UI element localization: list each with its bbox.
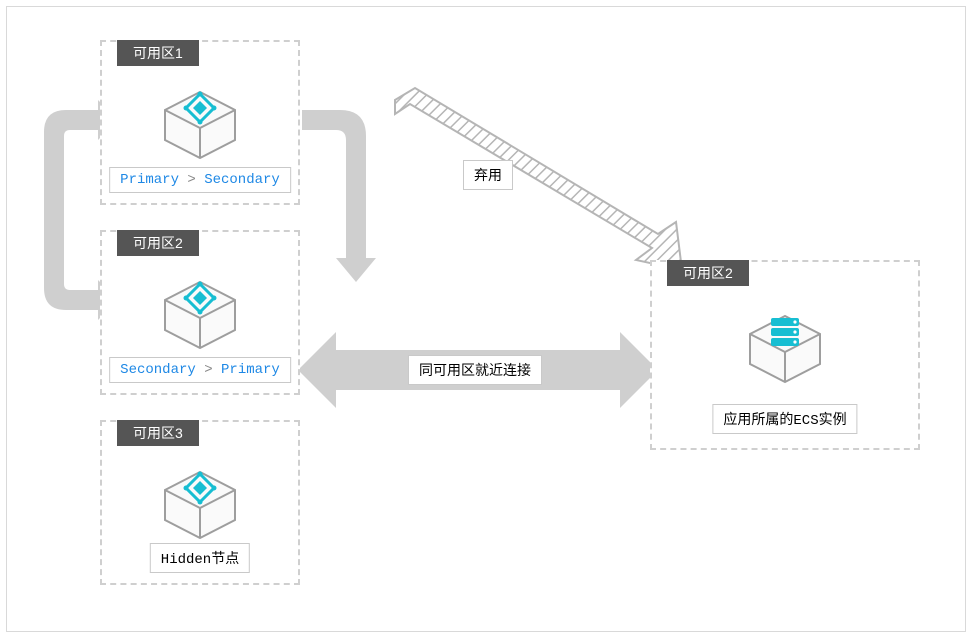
zone-right-caption-text: 应用所属的ECS实例 [723,413,846,429]
zone-2-node-icon [145,270,255,350]
zone-3-caption-text: Hidden节点 [161,552,239,568]
zone-right-caption: 应用所属的ECS实例 [712,404,857,434]
server-icon [771,318,799,346]
zone-1: 可用区1 Primary > Secondary [100,40,300,205]
zone-1-caption-b: Secondary [204,172,280,188]
zone-2-caption-a: Secondary [120,362,196,378]
zone-3-tag: 可用区3 [117,420,199,446]
zone-1-caption-a: Primary [120,172,179,188]
zone-3: 可用区3 Hidden节点 [100,420,300,585]
zone-right-tag: 可用区2 [667,260,749,286]
zone-1-caption: Primary > Secondary [109,167,291,193]
zone-right-node-icon [730,304,840,384]
zone-2-tag: 可用区2 [117,230,199,256]
arrow-label-same-zone: 同可用区就近连接 [408,355,542,385]
zone-3-node-icon [145,460,255,540]
diagram-canvas: 可用区1 Primary > Secondary [0,0,972,638]
zone-3-caption: Hidden节点 [150,543,250,573]
zone-right: 可用区2 应用所属的ECS实例 [650,260,920,450]
zone-1-tag: 可用区1 [117,40,199,66]
zone-2-caption-b: Primary [221,362,280,378]
zone-1-node-icon [145,80,255,160]
zone-1-caption-sep: > [187,172,195,188]
arrow-label-discard: 弃用 [463,160,513,190]
zone-2: 可用区2 Secondary > Primary [100,230,300,395]
zone-2-caption: Secondary > Primary [109,357,291,383]
zone-2-caption-sep: > [204,362,212,378]
